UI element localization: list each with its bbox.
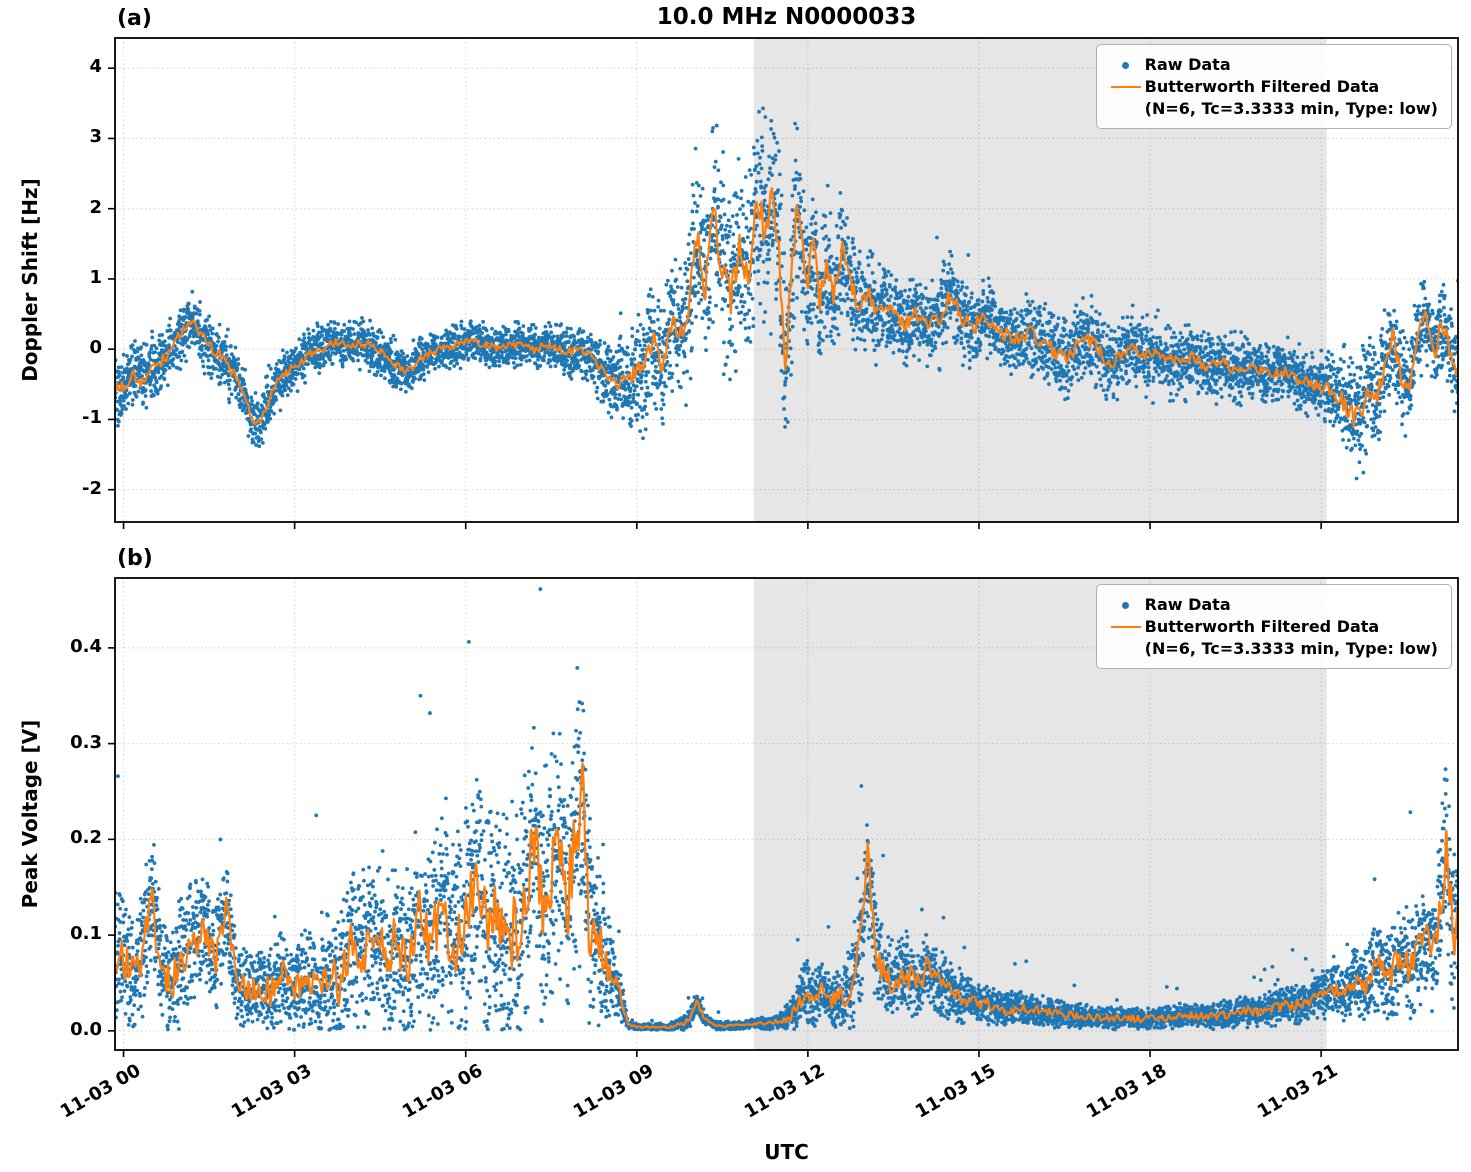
panel-a-label: (a) [117, 6, 152, 31]
panel-b-label: (b) [117, 546, 153, 571]
legend-panel-b: Raw Data Butterworth Filtered Data (N=6,… [1095, 584, 1452, 670]
legend-item-raw: Raw Data [1107, 54, 1438, 76]
y-tick-label: 0 [89, 337, 102, 359]
legend-filtered-sublabel: (N=6, Tc=3.3333 min, Type: low) [1144, 98, 1438, 118]
legend-filtered-sublabel: (N=6, Tc=3.3333 min, Type: low) [1144, 638, 1438, 658]
legend-item-raw: Raw Data [1107, 594, 1438, 616]
y-tick-label: 0.3 [70, 731, 102, 753]
legend-panel-a: Raw Data Butterworth Filtered Data (N=6,… [1095, 44, 1452, 130]
y-tick-label: -1 [82, 407, 102, 429]
filtered-line-icon [1110, 86, 1141, 88]
legend-raw-label: Raw Data [1144, 595, 1231, 614]
y-tick-label: 1 [89, 266, 102, 288]
y-tick-label: -2 [82, 477, 102, 499]
legend-item-filtered: Butterworth Filtered Data (N=6, Tc=3.333… [1107, 76, 1438, 119]
x-axis-label: UTC [764, 1140, 809, 1164]
y-tick-label: 4 [89, 56, 102, 78]
y-tick-label: 3 [89, 126, 102, 148]
legend-item-filtered: Butterworth Filtered Data (N=6, Tc=3.333… [1107, 616, 1438, 659]
y-tick-label: 0.0 [70, 1018, 102, 1040]
raw-data-marker-icon [1122, 601, 1130, 609]
y-tick-label: 0.4 [70, 635, 102, 657]
legend-filtered-label: Butterworth Filtered Data [1144, 617, 1380, 636]
y-tick-label: 0.1 [70, 923, 102, 945]
y-tick-label: 2 [89, 196, 102, 218]
legend-raw-label: Raw Data [1144, 55, 1231, 74]
filtered-line-icon [1110, 626, 1141, 628]
figure-title: 10.0 MHz N0000033 [656, 4, 917, 30]
raw-data-marker-icon [1122, 61, 1130, 69]
y-tick-label: 0.2 [70, 827, 102, 849]
legend-filtered-label: Butterworth Filtered Data [1144, 77, 1380, 96]
